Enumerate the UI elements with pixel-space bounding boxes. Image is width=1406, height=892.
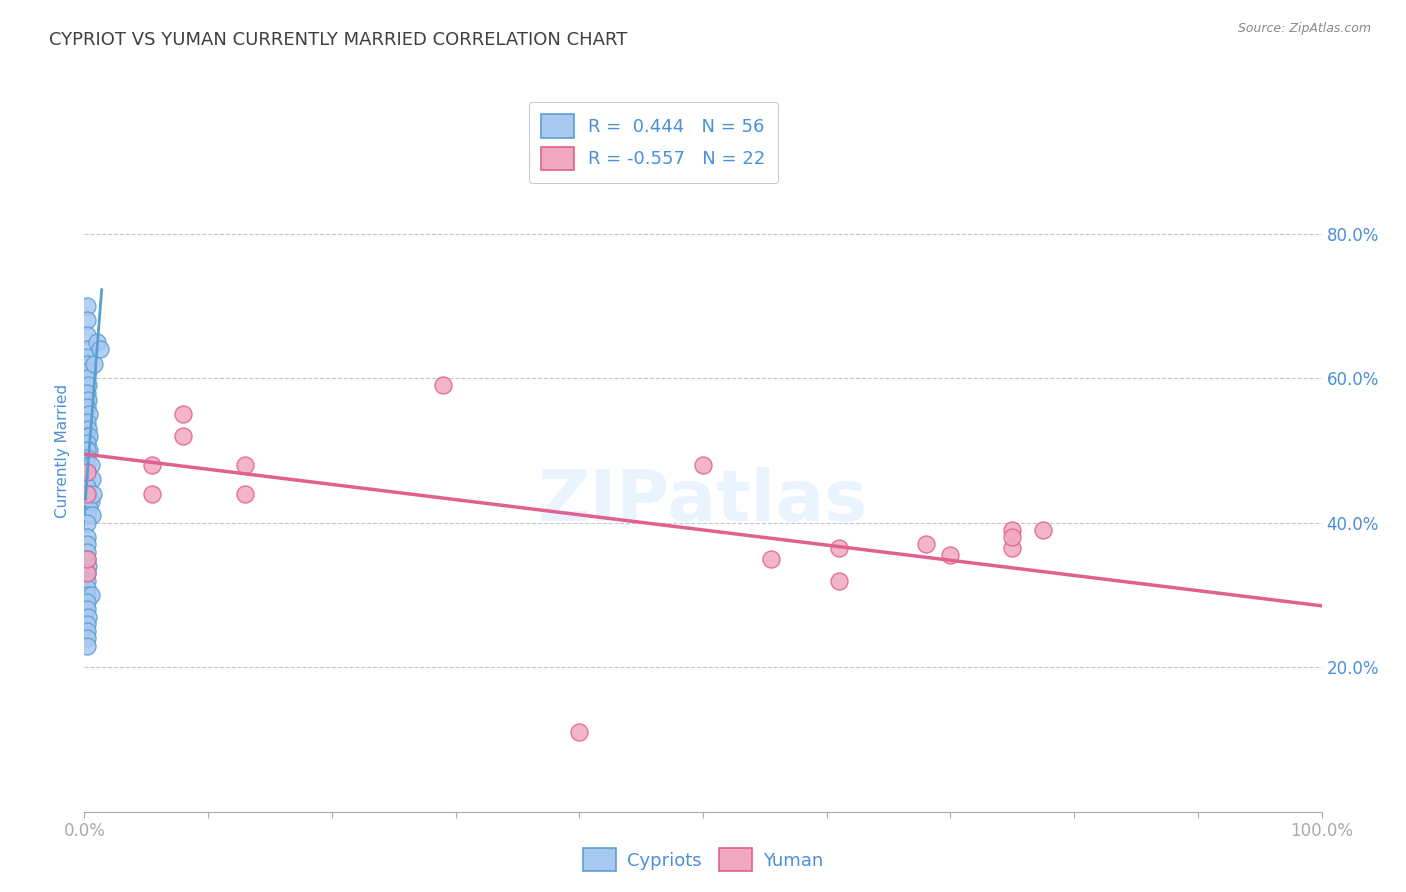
- Point: [172, 407, 194, 421]
- Point: [76, 516, 98, 530]
- Text: ZIPatlas: ZIPatlas: [538, 467, 868, 535]
- Point: [80, 508, 103, 523]
- Point: [76, 632, 98, 646]
- Point: [1032, 523, 1054, 537]
- Point: [76, 436, 98, 450]
- Point: [76, 357, 98, 371]
- Text: CYPRIOT VS YUMAN CURRENTLY MARRIED CORRELATION CHART: CYPRIOT VS YUMAN CURRENTLY MARRIED CORRE…: [49, 31, 627, 49]
- Point: [76, 343, 98, 357]
- Point: [233, 487, 256, 501]
- Point: [1001, 523, 1024, 537]
- Point: [77, 422, 100, 436]
- Point: [76, 350, 98, 364]
- Point: [76, 595, 98, 609]
- Point: [759, 551, 782, 566]
- Point: [432, 378, 454, 392]
- Point: [79, 458, 101, 472]
- Point: [79, 443, 101, 458]
- Point: [76, 581, 98, 595]
- Point: [86, 334, 108, 349]
- Point: [828, 574, 851, 588]
- Point: [89, 343, 111, 357]
- Point: [76, 487, 98, 501]
- Point: [79, 429, 101, 443]
- Point: [76, 537, 98, 551]
- Point: [77, 364, 100, 378]
- Point: [76, 574, 98, 588]
- Point: [77, 559, 100, 574]
- Point: [77, 487, 100, 501]
- Point: [80, 472, 103, 486]
- Point: [76, 313, 98, 327]
- Point: [76, 415, 98, 429]
- Point: [141, 458, 163, 472]
- Point: [76, 551, 98, 566]
- Point: [76, 530, 98, 544]
- Point: [79, 494, 101, 508]
- Point: [76, 465, 98, 479]
- Point: [692, 458, 714, 472]
- Point: [76, 566, 98, 581]
- Point: [828, 541, 851, 555]
- Point: [76, 588, 98, 602]
- Point: [76, 624, 98, 639]
- Text: Source: ZipAtlas.com: Source: ZipAtlas.com: [1237, 22, 1371, 36]
- Legend: Cypriots, Yuman: Cypriots, Yuman: [576, 841, 830, 879]
- Y-axis label: Currently Married: Currently Married: [55, 384, 70, 517]
- Point: [76, 508, 98, 523]
- Point: [76, 472, 98, 486]
- Point: [76, 480, 98, 494]
- Point: [76, 371, 98, 385]
- Point: [76, 443, 98, 458]
- Point: [82, 487, 104, 501]
- Point: [76, 566, 98, 581]
- Point: [76, 544, 98, 558]
- Point: [76, 400, 98, 414]
- Point: [79, 588, 101, 602]
- Point: [76, 602, 98, 616]
- Point: [76, 465, 98, 479]
- Point: [1001, 541, 1024, 555]
- Point: [76, 327, 98, 342]
- Point: [77, 392, 100, 407]
- Legend: R =  0.444   N = 56, R = -0.557   N = 22: R = 0.444 N = 56, R = -0.557 N = 22: [529, 102, 779, 183]
- Point: [76, 501, 98, 516]
- Point: [76, 429, 98, 443]
- Point: [233, 458, 256, 472]
- Point: [939, 548, 962, 562]
- Point: [76, 450, 98, 465]
- Point: [76, 639, 98, 653]
- Point: [1001, 530, 1024, 544]
- Point: [76, 551, 98, 566]
- Point: [77, 378, 100, 392]
- Point: [568, 725, 591, 739]
- Point: [76, 385, 98, 400]
- Point: [79, 407, 101, 421]
- Point: [172, 429, 194, 443]
- Point: [141, 487, 163, 501]
- Point: [83, 357, 105, 371]
- Point: [79, 501, 101, 516]
- Point: [76, 299, 98, 313]
- Point: [76, 494, 98, 508]
- Point: [914, 537, 936, 551]
- Point: [76, 458, 98, 472]
- Point: [77, 609, 100, 624]
- Point: [76, 616, 98, 631]
